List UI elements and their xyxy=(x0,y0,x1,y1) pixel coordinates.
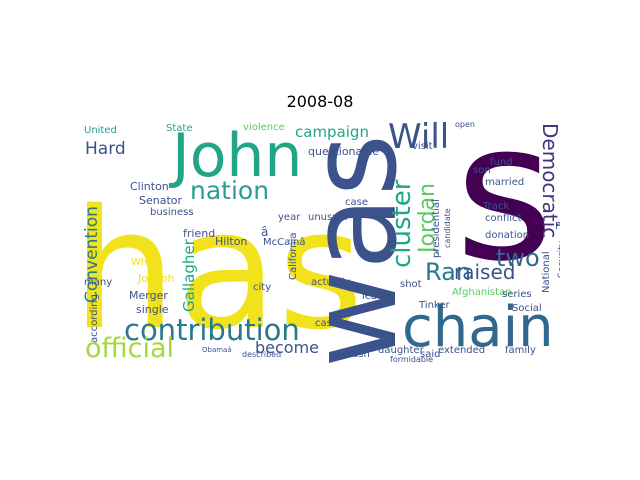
word-social: Social xyxy=(512,303,542,314)
word-candidate: candidate xyxy=(443,208,452,248)
word-extended: extended xyxy=(438,345,486,356)
word-become: become xyxy=(255,338,320,357)
word-unusual: unusual xyxy=(308,212,348,223)
word-hilton: Hilton xyxy=(215,235,248,248)
word-will: Will xyxy=(388,118,450,157)
word-according: according xyxy=(89,294,100,343)
word-hard: Hard xyxy=(85,139,126,159)
word-contribution: contribution xyxy=(124,313,300,347)
word-year: year xyxy=(278,212,301,223)
word-campaign: campaign xyxy=(295,123,369,141)
word-gallagher: Gallagher xyxy=(180,239,198,312)
word-white: White xyxy=(131,257,161,268)
word-track: Track xyxy=(483,201,510,212)
word-married: married xyxy=(485,177,525,188)
word-senator: Senator xyxy=(139,194,183,207)
word-cloud: has s was John chain contribution offici… xyxy=(80,118,560,365)
word-rash: rash xyxy=(348,349,370,360)
word-mccain: McCainâ xyxy=(263,237,306,248)
word-pass: Pass xyxy=(555,221,560,232)
word-joseph: Joseph xyxy=(138,272,175,285)
word-business: business xyxy=(150,207,194,218)
word-violence: violence xyxy=(243,122,285,133)
word-ran: Ran xyxy=(425,258,472,286)
figure-title: 2008-08 xyxy=(286,92,354,111)
word-said: said xyxy=(420,349,441,360)
word-donation: donation xyxy=(485,230,530,241)
word-cast: cast xyxy=(315,318,336,329)
word-daughter: daughter xyxy=(378,345,424,356)
word-clinton: Clinton xyxy=(130,180,169,193)
word-family: family xyxy=(505,345,536,356)
word-raised: raised xyxy=(454,260,516,284)
word-visit: visit xyxy=(412,141,433,152)
word-formidable: formidable xyxy=(390,355,434,364)
word-nation: nation xyxy=(190,176,270,205)
word-tinker: Tinker xyxy=(419,300,450,311)
word-city: city xyxy=(253,282,272,293)
word-obama: Obamaâ xyxy=(202,346,232,354)
word-case: case xyxy=(345,197,368,208)
word-leader: leader xyxy=(362,291,394,302)
word-a-char: â xyxy=(261,225,269,239)
word-many: many xyxy=(84,277,113,288)
word-two: two xyxy=(496,244,540,272)
word-single: single xyxy=(136,303,169,316)
word-described: described xyxy=(242,350,282,359)
word-has: has xyxy=(80,174,364,365)
word-shot: shot xyxy=(400,279,422,290)
word-presidential: presidential xyxy=(431,199,442,258)
word-chain: chain xyxy=(402,295,554,360)
word-son: son xyxy=(473,165,491,176)
word-cluster: cluster xyxy=(387,179,417,268)
word-conflict: conflict xyxy=(485,213,522,224)
word-series: series xyxy=(502,289,532,300)
word-convention: Convention xyxy=(82,206,102,303)
word-state: State xyxy=(166,123,193,134)
word-john: John xyxy=(172,121,303,191)
word-national: National xyxy=(541,251,552,293)
word-open: open xyxy=(455,120,475,129)
word-fund: fund xyxy=(490,157,513,168)
word-united: United xyxy=(84,125,117,136)
word-afghanistan: Afghanistan xyxy=(452,287,512,298)
word-security: Security xyxy=(557,241,560,278)
word-s: s xyxy=(455,118,554,303)
word-questionable: questionable xyxy=(308,145,380,158)
word-friend: friend xyxy=(183,227,216,240)
word-actually: actually xyxy=(311,277,351,288)
word-merger: Merger xyxy=(129,289,168,302)
word-official: official xyxy=(85,333,175,364)
